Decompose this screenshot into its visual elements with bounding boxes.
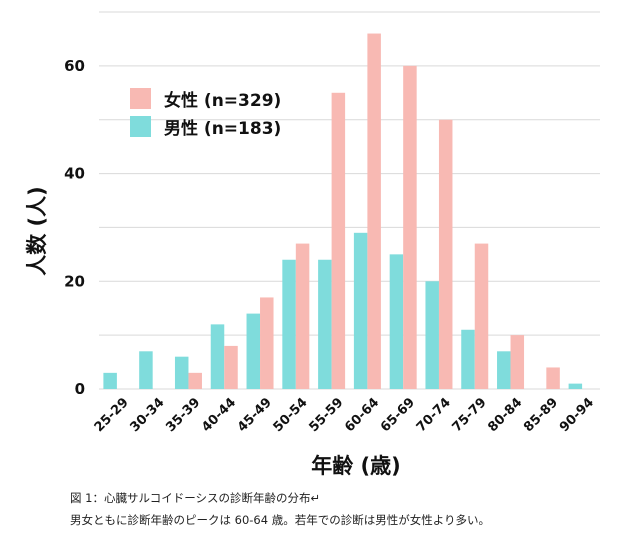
legend-swatch-male — [130, 116, 151, 137]
bar-female — [510, 335, 525, 389]
x-tick-label: 70-74 — [414, 395, 454, 435]
bar-female — [546, 367, 560, 389]
x-tick-label: 35-39 — [163, 395, 203, 435]
x-tick-label: 90-94 — [557, 395, 597, 435]
y-tick-label: 40 — [64, 165, 85, 183]
figure-description: 男女ともに診断年齢のピークは 60-64 歳。若年での診断は男性が女性より多い。 — [70, 513, 490, 527]
bar-female — [438, 119, 453, 389]
bar-male — [353, 232, 368, 389]
chart: 0 20 40 60 25-2930-3435-3940-4445-4950-5455… — [25, 11, 600, 478]
bar-female — [295, 243, 310, 389]
bar-male — [246, 313, 261, 389]
figure-caption: 図 1：心臓サルコイドーシスの診断年齢の分布↵ — [70, 491, 321, 505]
x-tick-label: 30-34 — [128, 395, 168, 435]
x-tick-label: 65-69 — [378, 395, 418, 435]
x-tick-label: 50-54 — [271, 395, 311, 435]
bar-female — [474, 243, 489, 389]
x-tick-label: 85-89 — [521, 395, 561, 435]
bar-female — [260, 297, 274, 389]
bar-male — [282, 259, 296, 389]
bars — [103, 33, 583, 390]
x-tick-label: 75-79 — [450, 395, 490, 435]
bar-female — [403, 65, 417, 389]
legend-label-female: 女性 (n=329) — [164, 90, 281, 111]
y-tick-labels: 0 20 40 60 — [64, 57, 85, 398]
legend-label-male: 男性 (n=183) — [164, 118, 281, 139]
bar-female — [367, 33, 381, 390]
bar-male — [389, 254, 404, 389]
bar-female — [188, 372, 202, 389]
y-axis-title: 人数 (人) — [25, 186, 49, 276]
bar-male — [139, 351, 153, 389]
bar-male — [568, 383, 583, 389]
gridlines — [99, 11, 600, 390]
bar-female — [331, 92, 346, 390]
x-tick-label: 40-44 — [199, 395, 239, 435]
y-tick-label: 0 — [75, 380, 85, 398]
bar-male — [318, 259, 332, 389]
bar-male — [210, 324, 225, 389]
x-tick-label: 45-49 — [235, 395, 275, 435]
legend-swatch-female — [130, 88, 151, 109]
bar-male — [461, 329, 475, 389]
x-tick-label: 25-29 — [92, 395, 132, 435]
bar-male — [425, 281, 439, 389]
x-tick-label: 60-64 — [342, 395, 382, 435]
bar-male — [497, 351, 511, 389]
x-tick-label: 55-59 — [306, 395, 346, 435]
bar-male — [103, 372, 117, 389]
bar-female — [224, 345, 238, 389]
x-tick-label: 80-84 — [485, 395, 525, 435]
y-tick-label: 60 — [64, 57, 85, 75]
x-tick-labels: 25-2930-3435-3940-4445-4950-5455-5960-64… — [92, 395, 597, 435]
x-axis-title: 年齢 (歳) — [311, 454, 401, 478]
y-tick-label: 20 — [64, 272, 85, 290]
legend: 女性 (n=329) 男性 (n=183) — [130, 88, 281, 139]
bar-male — [174, 356, 189, 389]
